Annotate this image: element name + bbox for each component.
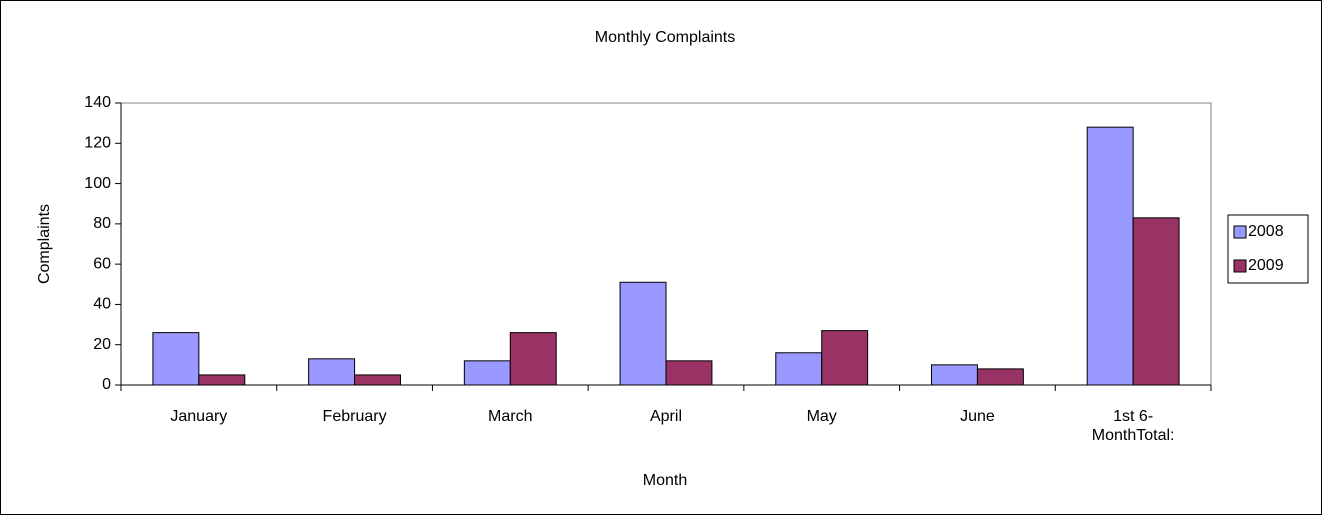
x-axis-label: Month (643, 472, 687, 489)
legend-swatch (1233, 259, 1247, 273)
y-tick-label: 0 (102, 376, 111, 393)
bar (308, 358, 356, 386)
x-tick-label: May (806, 408, 837, 425)
y-tick-label: 140 (84, 94, 111, 111)
bar (619, 281, 667, 386)
bar (665, 360, 713, 386)
bar (509, 332, 557, 386)
x-tick-label: June (960, 408, 995, 425)
y-tick-label: 40 (93, 296, 111, 313)
x-tick-label: 1st 6-MonthTotal: (1091, 408, 1175, 444)
bar (775, 352, 823, 386)
y-tick-label: 60 (93, 255, 111, 272)
y-axis-label: Complaints (36, 204, 53, 284)
bar (1086, 126, 1134, 386)
y-tick-label: 100 (84, 175, 111, 192)
bar (354, 374, 402, 386)
bar (1132, 217, 1180, 386)
legend-label: 2009 (1248, 257, 1284, 274)
bar (152, 332, 200, 386)
legend-label: 2008 (1248, 223, 1284, 240)
x-tick-label: March (488, 408, 533, 425)
bar (976, 368, 1024, 386)
bar (821, 330, 869, 386)
x-tick-label: February (322, 408, 387, 425)
bar (930, 364, 978, 386)
y-tick-label: 120 (84, 135, 111, 152)
x-tick-label: April (649, 408, 682, 425)
chart-title: Monthly Complaints (595, 29, 736, 46)
legend-swatch (1233, 225, 1247, 239)
bar (463, 360, 511, 386)
x-tick-label: January (170, 408, 228, 425)
y-tick-label: 20 (93, 336, 111, 353)
y-tick-label: 80 (93, 215, 111, 232)
bar (198, 374, 246, 386)
